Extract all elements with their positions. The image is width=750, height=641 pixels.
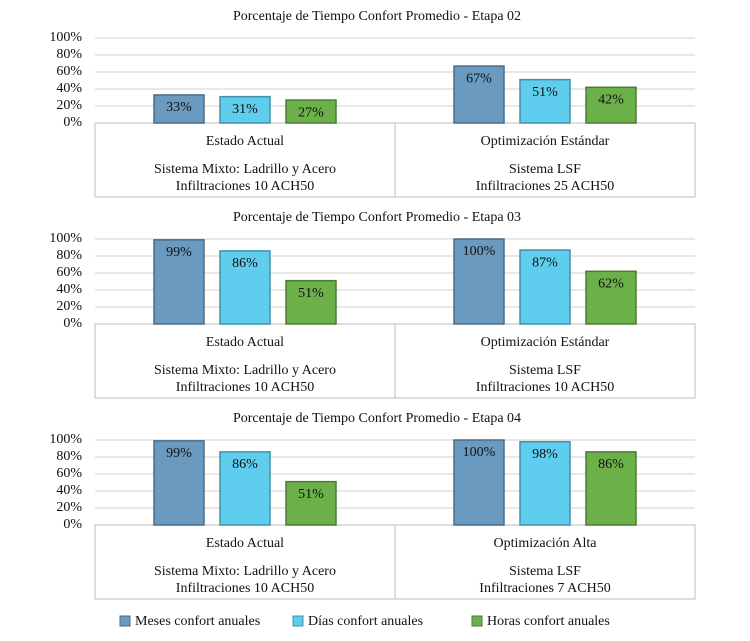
- value-label: 51%: [532, 85, 558, 100]
- legend-label: Horas confort anuales: [487, 614, 610, 629]
- bar: [285, 279, 337, 325]
- y-tick-label: 20%: [56, 98, 82, 113]
- y-tick-label: 100%: [49, 231, 82, 246]
- y-tick-label: 0%: [63, 517, 82, 532]
- legend-label: Días confort anuales: [308, 614, 423, 629]
- legend-swatch: [119, 615, 131, 627]
- bar: [285, 480, 337, 526]
- value-label: 99%: [166, 245, 192, 260]
- category-detail: Sistema Mixto: Ladrillo y Acero: [154, 564, 336, 579]
- chart-title: Porcentaje de Tiempo Confort Promedio - …: [233, 9, 521, 24]
- bar: [519, 440, 571, 526]
- legend-label: Meses confort anuales: [135, 614, 260, 629]
- bar: [219, 451, 271, 526]
- category-label: Estado Actual: [206, 134, 284, 149]
- bar: [285, 99, 337, 124]
- category-detail: Infiltraciones 10 ACH50: [176, 581, 314, 596]
- bar: [519, 249, 571, 325]
- chart-title: Porcentaje de Tiempo Confort Promedio - …: [233, 411, 521, 426]
- value-label: 27%: [298, 105, 324, 120]
- value-label: 86%: [598, 457, 624, 472]
- value-label: 62%: [598, 277, 624, 292]
- category-detail: Sistema Mixto: Ladrillo y Acero: [154, 363, 336, 378]
- category-detail: Infiltraciones 25 ACH50: [476, 179, 614, 194]
- category-label: Optimización Estándar: [481, 134, 610, 149]
- legend-swatch: [292, 615, 304, 627]
- value-label: 33%: [166, 100, 192, 115]
- y-tick-label: 80%: [56, 449, 82, 464]
- value-label: 100%: [463, 445, 496, 460]
- bar: [453, 238, 505, 325]
- y-tick-label: 20%: [56, 500, 82, 515]
- category-detail: Infiltraciones 10 ACH50: [176, 179, 314, 194]
- category-detail: Sistema LSF: [509, 162, 581, 177]
- value-label: 98%: [532, 447, 558, 462]
- category-label: Estado Actual: [206, 536, 284, 551]
- bar: [219, 95, 271, 124]
- category-detail: Infiltraciones 10 ACH50: [176, 380, 314, 395]
- value-label: 51%: [298, 487, 324, 502]
- value-label: 100%: [463, 244, 496, 259]
- bar: [153, 440, 205, 526]
- chart-title: Porcentaje de Tiempo Confort Promedio - …: [233, 210, 521, 225]
- category-detail: Infiltraciones 10 ACH50: [476, 380, 614, 395]
- category-detail: Sistema LSF: [509, 564, 581, 579]
- bar: [153, 239, 205, 325]
- bar: [453, 65, 505, 124]
- category-detail: Sistema Mixto: Ladrillo y Acero: [154, 162, 336, 177]
- y-tick-label: 80%: [56, 248, 82, 263]
- bar: [453, 439, 505, 526]
- y-tick-label: 0%: [63, 316, 82, 331]
- category-label: Optimización Alta: [493, 536, 597, 551]
- value-label: 86%: [232, 457, 258, 472]
- category-label: Estado Actual: [206, 335, 284, 350]
- bar: [519, 78, 571, 124]
- value-label: 51%: [298, 286, 324, 301]
- y-tick-label: 40%: [56, 483, 82, 498]
- y-tick-label: 40%: [56, 282, 82, 297]
- value-label: 99%: [166, 446, 192, 461]
- y-tick-label: 60%: [56, 64, 82, 79]
- bar: [585, 86, 637, 124]
- y-tick-label: 100%: [49, 432, 82, 447]
- category-detail: Sistema LSF: [509, 363, 581, 378]
- value-label: 31%: [232, 102, 258, 117]
- y-tick-label: 0%: [63, 115, 82, 130]
- value-label: 67%: [466, 71, 492, 86]
- y-tick-label: 20%: [56, 299, 82, 314]
- y-tick-label: 60%: [56, 466, 82, 481]
- legend-swatch: [471, 615, 483, 627]
- y-tick-label: 100%: [49, 30, 82, 45]
- value-label: 42%: [598, 93, 624, 108]
- bar: [219, 250, 271, 325]
- bar: [585, 270, 637, 325]
- category-label: Optimización Estándar: [481, 335, 610, 350]
- value-label: 87%: [532, 255, 558, 270]
- y-tick-label: 60%: [56, 265, 82, 280]
- bar: [585, 451, 637, 526]
- y-tick-label: 80%: [56, 47, 82, 62]
- value-label: 86%: [232, 256, 258, 271]
- y-tick-label: 40%: [56, 81, 82, 96]
- bar: [153, 94, 205, 124]
- category-detail: Infiltraciones 7 ACH50: [479, 581, 610, 596]
